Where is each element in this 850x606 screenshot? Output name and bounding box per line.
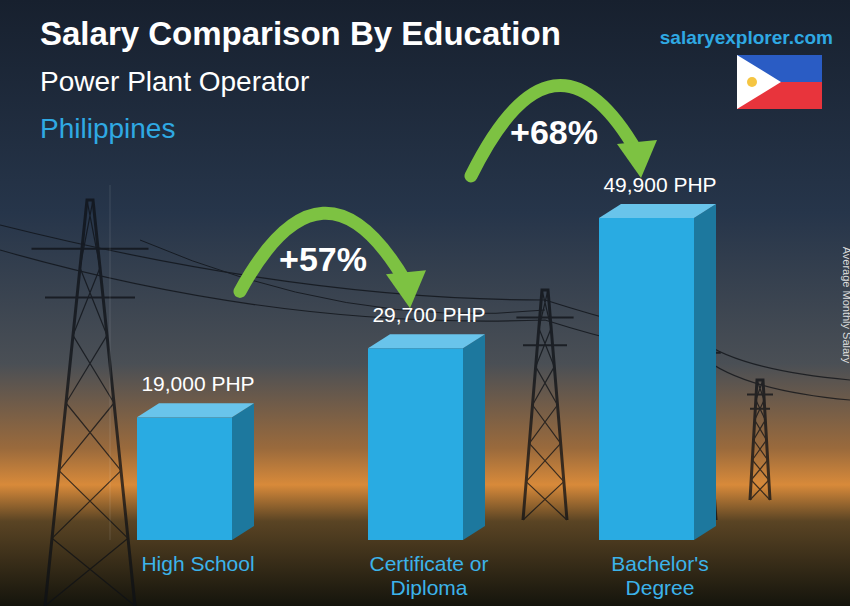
bar bbox=[137, 417, 232, 540]
category-label: Certificate orDiploma bbox=[369, 552, 488, 599]
bar-side bbox=[694, 204, 716, 540]
bar bbox=[368, 348, 463, 540]
bar-top bbox=[137, 403, 254, 417]
bar-top bbox=[599, 204, 716, 218]
pylon-lattice bbox=[529, 405, 560, 443]
background bbox=[0, 0, 850, 606]
data-label: 29,700 PHP bbox=[372, 303, 485, 326]
category-label: High School bbox=[141, 552, 254, 575]
category-line: High School bbox=[141, 552, 254, 575]
arrow-arc bbox=[471, 85, 637, 175]
subtitle: Power Plant Operator bbox=[40, 66, 309, 97]
pylon-lattice bbox=[52, 471, 128, 539]
chart-root: Salary Comparison By Education Power Plan… bbox=[0, 0, 850, 606]
category-line: Degree bbox=[626, 576, 695, 599]
growth-label: +57% bbox=[279, 240, 367, 278]
source: salaryexplorer.com bbox=[660, 27, 833, 48]
y-label: Average Monthly Salary bbox=[841, 247, 850, 364]
labels: 19,000 PHP High School 29,700 PHP Certifica… bbox=[141, 173, 716, 599]
pylon-lattice bbox=[45, 538, 135, 606]
pylon bbox=[750, 380, 770, 500]
pylon-lattice bbox=[750, 480, 770, 500]
bar bbox=[599, 218, 694, 540]
pylon-lattice bbox=[533, 367, 558, 405]
bars bbox=[137, 204, 716, 540]
title: Salary Comparison By Education bbox=[40, 15, 561, 52]
pylon-arm bbox=[516, 318, 573, 346]
pylon-lattice bbox=[539, 290, 551, 328]
pylon-lattice bbox=[80, 200, 100, 268]
region: Philippines bbox=[40, 113, 175, 144]
pylon-lattice bbox=[756, 380, 764, 400]
y-axis-line bbox=[110, 185, 111, 540]
flag-sun bbox=[747, 77, 757, 87]
category-label: Bachelor'sDegree bbox=[611, 552, 708, 599]
pylon-lattice bbox=[752, 440, 767, 460]
arrow-head bbox=[617, 140, 657, 178]
data-label: 19,000 PHP bbox=[141, 372, 254, 395]
growth-arrow: +68% bbox=[471, 85, 657, 177]
pylon bbox=[45, 200, 135, 606]
pylon-lattice bbox=[755, 400, 766, 420]
pylon-lattice bbox=[523, 482, 567, 520]
flag bbox=[737, 55, 822, 109]
bar-side bbox=[463, 334, 485, 540]
bar-top bbox=[368, 334, 485, 348]
arrow-arc bbox=[240, 213, 406, 291]
pylon-lattice bbox=[59, 403, 121, 471]
category-line: Bachelor's bbox=[611, 552, 708, 575]
bar-side bbox=[232, 403, 254, 540]
pylon-lattice bbox=[751, 460, 769, 480]
flag-triangle bbox=[737, 55, 781, 109]
category-line: Certificate or bbox=[369, 552, 488, 575]
chart: Salary Comparison By Education Power Plan… bbox=[0, 0, 850, 606]
pylons bbox=[0, 200, 850, 606]
category-line: Diploma bbox=[390, 576, 467, 599]
pylon-lattice bbox=[66, 335, 114, 403]
pylon-lattice bbox=[73, 268, 107, 336]
pylon-lattice bbox=[754, 420, 767, 440]
growth-arrow: +57% bbox=[240, 213, 426, 308]
pylon-lattice bbox=[526, 443, 564, 481]
data-label: 49,900 PHP bbox=[603, 173, 716, 196]
pylon-lattice bbox=[536, 328, 555, 366]
pylon-arm bbox=[747, 394, 773, 408]
growth-label: +68% bbox=[510, 113, 598, 151]
arrow-head bbox=[386, 270, 426, 308]
